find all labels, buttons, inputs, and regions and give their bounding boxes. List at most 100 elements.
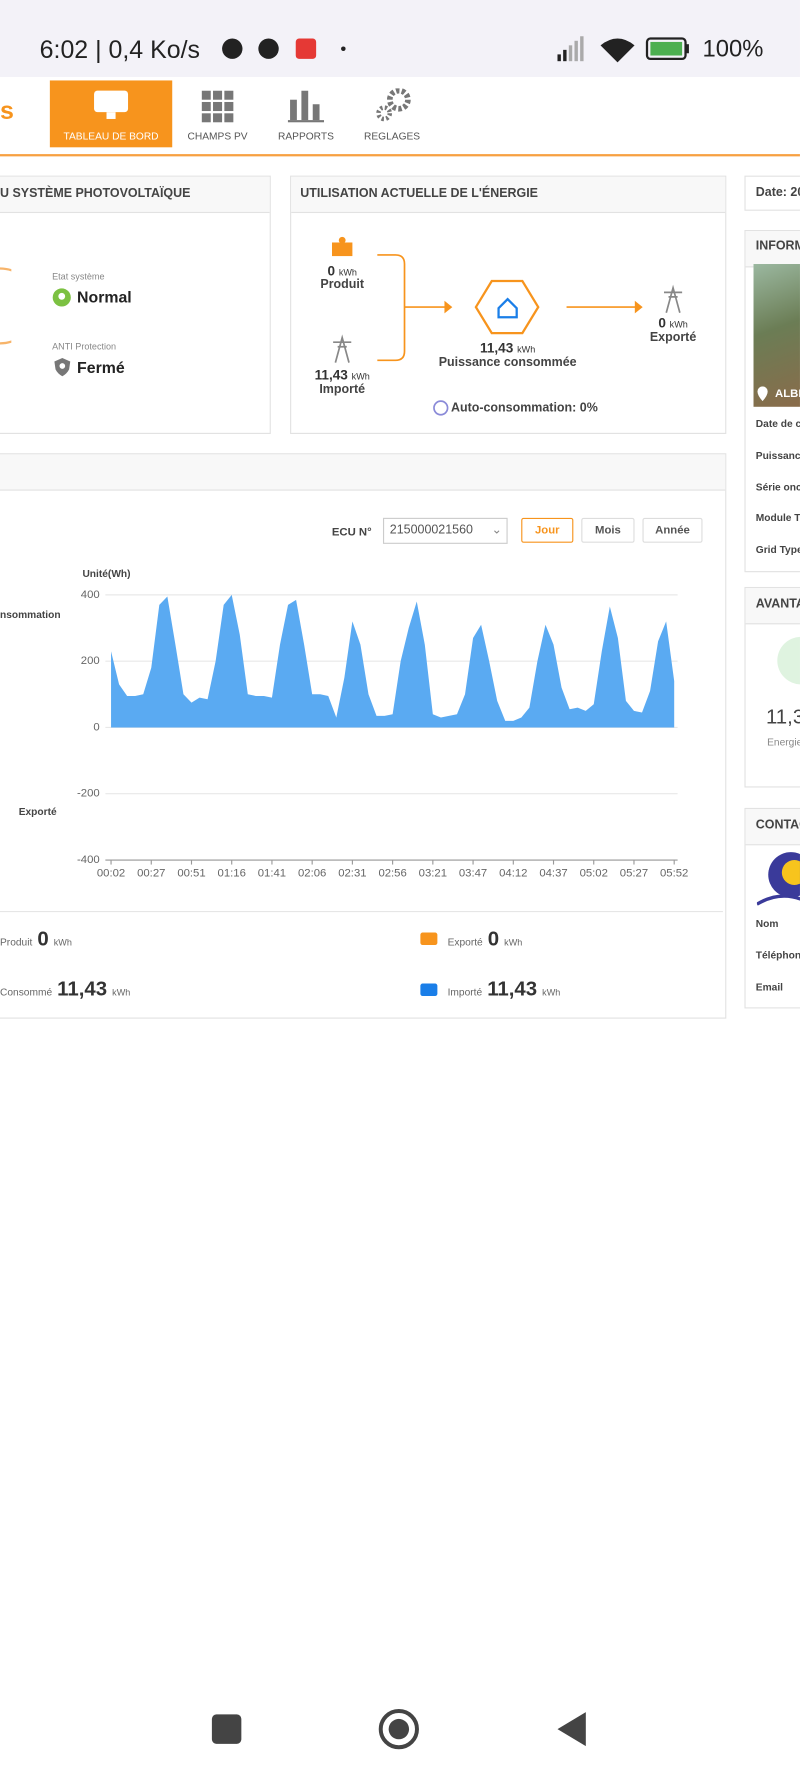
panel-title: CONTAC <box>755 818 800 832</box>
x-tick-label: 02:56 <box>378 868 406 880</box>
state-value: Normal <box>77 287 132 306</box>
period-button[interactable]: Mois <box>581 517 635 543</box>
panel-header <box>0 176 270 214</box>
x-tick-label: 03:21 <box>419 868 447 880</box>
consumed-value: 11,43 <box>480 339 514 356</box>
state-label: Etat système <box>52 271 105 282</box>
period-button[interactable]: Jour <box>521 517 574 543</box>
nav-item[interactable]: TABLEAU DE BORD <box>63 130 159 142</box>
ecu-value: 215000021560 <box>389 523 473 538</box>
panel-header <box>0 454 726 491</box>
area <box>111 594 675 728</box>
summary-value: 0 <box>487 927 500 951</box>
x-tick-label: 00:51 <box>177 868 205 880</box>
summary-item: Consommé 11,43 kWh <box>0 977 130 1001</box>
legend-swatch <box>420 932 438 946</box>
x-tick-label: 05:52 <box>660 868 688 880</box>
contact-row: Email <box>755 981 783 993</box>
recent-button[interactable] <box>211 1714 242 1744</box>
summary-label: Importé <box>447 986 483 998</box>
chart: Unité(Wh) nsommation Exporté -400 -200 0 20… <box>0 569 688 880</box>
summary-unit: kWh <box>542 987 561 998</box>
info-row: Série onc <box>755 481 800 493</box>
summary-label: Exporté <box>447 936 483 948</box>
nav-item[interactable]: CHAMPS PV <box>187 130 248 142</box>
panel-header <box>291 176 726 214</box>
location: ALBI <box>775 388 800 401</box>
legend-swatch <box>420 983 438 996</box>
contact-panel <box>744 807 800 1009</box>
panel-title: AVANTA <box>755 597 800 611</box>
summary-unit: kWh <box>53 937 72 948</box>
nav-item[interactable]: REGLAGES <box>363 130 421 142</box>
state-icon <box>52 288 71 307</box>
imported-label: Importé <box>319 382 366 397</box>
status-icons <box>222 38 346 59</box>
ecu-select[interactable]: 215000021560 ⌄ <box>382 517 508 544</box>
panel-header <box>745 809 800 846</box>
energy-diagram <box>331 236 683 416</box>
exported-label: Exporté <box>649 330 697 345</box>
unit: kWh <box>669 319 688 330</box>
panel-header <box>745 588 800 625</box>
nav-icon <box>376 88 411 122</box>
panel-title: U SYSTÈME PHOTOVOLTAÏQUE <box>0 186 191 201</box>
energy-panel <box>290 175 727 434</box>
gauge-arc <box>0 267 12 345</box>
annotation: nsommation <box>0 610 61 621</box>
x-tick-label: 01:41 <box>258 868 286 880</box>
summary-label: Consommé <box>0 986 53 998</box>
summary-item: Produit 0 kWh <box>0 927 72 951</box>
summary-item: Importé 11,43 kWh <box>448 977 561 1001</box>
period-button[interactable]: Année <box>642 517 703 543</box>
info-row: Date de c <box>755 418 800 430</box>
x-tick-label: 00:27 <box>137 868 165 880</box>
home-button[interactable] <box>378 1708 419 1750</box>
date-box <box>744 175 800 211</box>
status-time: 6:02 | 0,4 Ko/s <box>39 35 200 64</box>
x-tick-label: 00:02 <box>97 868 125 880</box>
contact-row: Nom <box>755 917 779 930</box>
y-axis-label: Unité(Wh) <box>82 569 130 580</box>
nav-item[interactable]: RAPPORTS <box>277 130 334 142</box>
advantage-panel <box>744 586 800 788</box>
x-tick-label: 02:06 <box>298 868 326 880</box>
x-tick-label: 05:02 <box>580 868 608 880</box>
info-row: Puissanc <box>755 449 800 462</box>
x-tick-label: 04:12 <box>499 868 527 880</box>
imported-value: 11,43 <box>314 367 348 383</box>
summary-unit: kWh <box>112 987 131 998</box>
y-tick-label: 0 <box>93 721 99 733</box>
info-row: Grid Type <box>755 543 800 556</box>
info-row: Module T <box>755 512 800 524</box>
summary-unit: kWh <box>504 937 523 948</box>
x-tick-label: 02:31 <box>338 868 366 880</box>
date: Date: 20 <box>755 185 800 200</box>
x-tick-label: 05:27 <box>620 868 648 880</box>
summary-value: 0 <box>37 927 49 951</box>
unit: kWh <box>351 371 370 382</box>
system-panel <box>0 175 271 434</box>
x-tick-label: 01:16 <box>218 868 246 880</box>
anti-value: Fermé <box>77 358 125 377</box>
chart-panel <box>0 453 727 1019</box>
annotation: Exporté <box>19 807 57 818</box>
back-button[interactable] <box>557 1712 586 1747</box>
self-consumption: Auto-consommation: 0% <box>450 401 598 415</box>
contact-row: Téléphon <box>755 949 800 961</box>
panel-title: INFORM <box>755 239 800 253</box>
produced: 0 kWh <box>327 263 356 279</box>
status-battery: 100% <box>702 36 764 63</box>
summary-label: Produit <box>0 936 33 948</box>
consumed: 11,43 kWh <box>480 340 535 356</box>
nav-icon <box>94 90 129 119</box>
contact-logo <box>756 852 800 906</box>
advantage-value: 11,3 <box>765 705 800 729</box>
produced-label: Produit <box>320 277 365 292</box>
y-tick-label: -400 <box>77 854 100 866</box>
status-signal <box>557 36 689 63</box>
advantage-icon <box>777 636 800 685</box>
exported-value: 0 <box>658 315 666 331</box>
summary-value: 11,43 <box>487 977 538 1000</box>
